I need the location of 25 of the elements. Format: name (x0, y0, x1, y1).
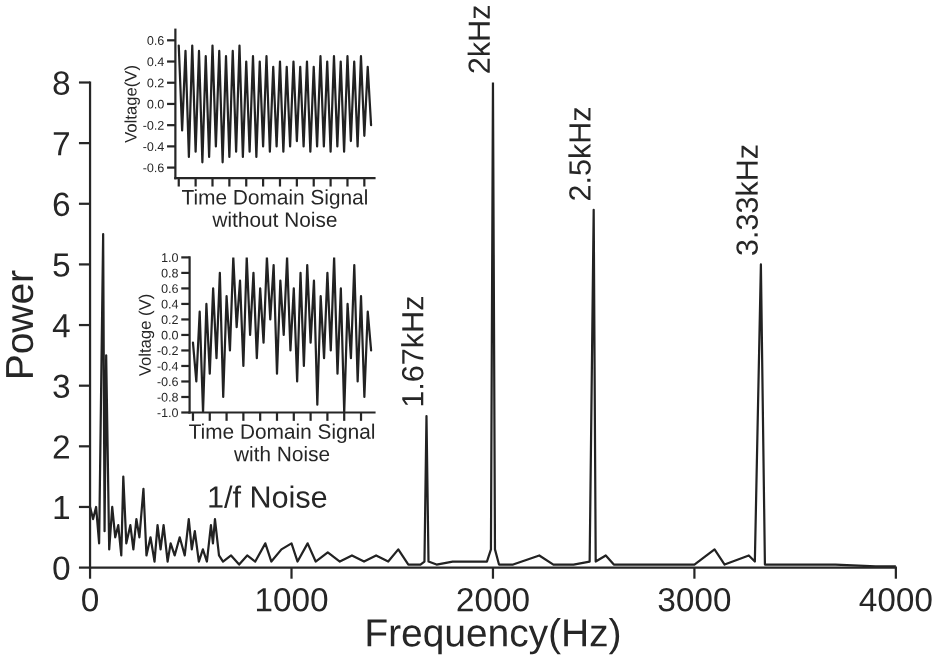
y-tick-label: 1 (54, 496, 69, 520)
x-tick-label: 0 (82, 587, 99, 612)
x-tick-label: 3000 (658, 587, 731, 612)
annotation: 1/f Noise (209, 485, 327, 508)
annotation: 3.33kHz (735, 145, 758, 255)
x-axis-title: Frequency(Hz) (367, 618, 620, 655)
y-axis-title: Voltage(V) (124, 66, 140, 143)
y-tick-label: 0 (53, 556, 70, 581)
x-tick-label: 2000 (457, 587, 529, 612)
x-axis-title: Time Domain Signal with Noise (189, 423, 375, 462)
y-axis-title: Power (6, 270, 34, 377)
y-tick-label: 4 (52, 314, 70, 338)
annotation: 2.5kHz (568, 107, 591, 200)
x-axis-title: Time Domain Signal without Noise (182, 189, 367, 228)
annotation: 2kHz (467, 6, 490, 73)
annotation: 1.67kHz (401, 297, 424, 406)
y-tick-label: 3 (53, 374, 70, 399)
y-tick-label: 2 (53, 435, 69, 459)
x-tick-label: 1000 (256, 587, 328, 612)
y-tick-label: 5 (53, 253, 70, 277)
x-tick-label: 4000 (859, 587, 932, 612)
y-tick-label: 6 (53, 192, 70, 217)
y-axis-title: Voltage (V) (138, 294, 155, 377)
y-tick-label: 7 (53, 132, 69, 156)
y-tick-label: 8 (53, 71, 70, 95)
